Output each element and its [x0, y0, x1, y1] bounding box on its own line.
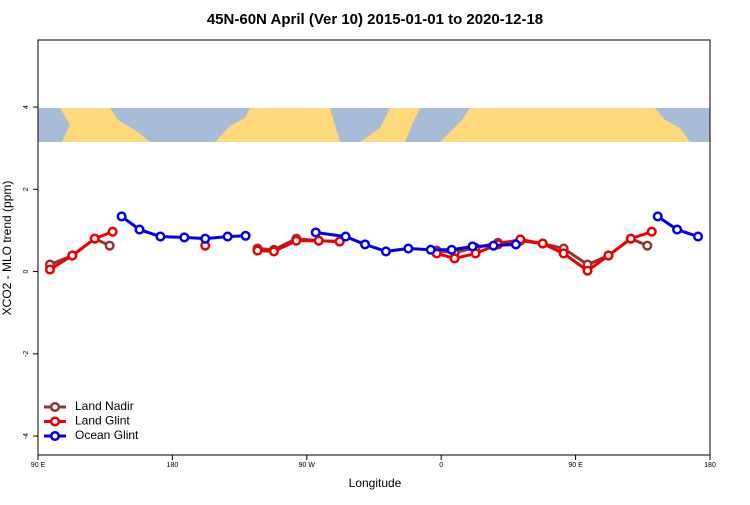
x-tick-label: 180 [704, 462, 716, 469]
point [200, 233, 211, 244]
point [642, 240, 653, 251]
point [310, 227, 321, 238]
point [116, 211, 127, 222]
point [467, 241, 478, 252]
point [510, 239, 521, 250]
point [107, 226, 118, 237]
legend-label: Ocean Glint [75, 428, 139, 442]
point [313, 235, 324, 246]
point [252, 245, 263, 256]
point [179, 232, 190, 243]
point [334, 236, 345, 247]
legend-label: Land Nadir [75, 399, 134, 413]
point [625, 233, 636, 244]
legend-label: Land Glint [75, 414, 130, 428]
point [359, 239, 371, 250]
x-tick-label: 90 W [299, 462, 316, 469]
point [652, 211, 663, 222]
point [446, 244, 457, 255]
x-tick-label: 180 [167, 462, 179, 469]
x-tick-label: 90 E [568, 462, 583, 469]
point [268, 246, 279, 257]
point [582, 265, 593, 276]
point [44, 264, 55, 275]
point [67, 250, 78, 261]
point [558, 248, 569, 259]
plot-frame [37, 39, 711, 456]
point [693, 231, 704, 242]
point [104, 240, 115, 251]
legend-marker [49, 416, 61, 427]
point [537, 238, 548, 249]
point [340, 231, 351, 242]
point [380, 246, 391, 257]
point [222, 231, 233, 242]
x-axis-label: Longitude [349, 476, 402, 490]
y-axis-label: XCO2 - MLO trend (ppm) [0, 181, 14, 316]
y-tick-label: 4 [23, 105, 30, 109]
map-band [38, 108, 710, 142]
point [449, 253, 460, 264]
point [403, 243, 414, 254]
point [240, 230, 251, 241]
point [89, 233, 100, 244]
y-tick-label: 2 [23, 187, 30, 191]
legend-marker [49, 401, 61, 413]
x-tick-label: 0 [439, 462, 443, 469]
x-tick-label: 90 E [31, 462, 46, 469]
point [672, 224, 683, 235]
point [291, 235, 302, 246]
y-tick-label: -2 [23, 351, 30, 357]
point [155, 231, 166, 242]
point [488, 240, 499, 251]
point [646, 226, 657, 237]
y-tick-label: 0 [23, 270, 30, 274]
point [134, 224, 145, 235]
chart-title: 45N-60N April (Ver 10) 2015-01-01 to 202… [207, 11, 543, 28]
legend-marker [49, 430, 61, 442]
y-tick-label: -4 [23, 433, 30, 439]
point [425, 244, 436, 255]
point [603, 250, 614, 261]
